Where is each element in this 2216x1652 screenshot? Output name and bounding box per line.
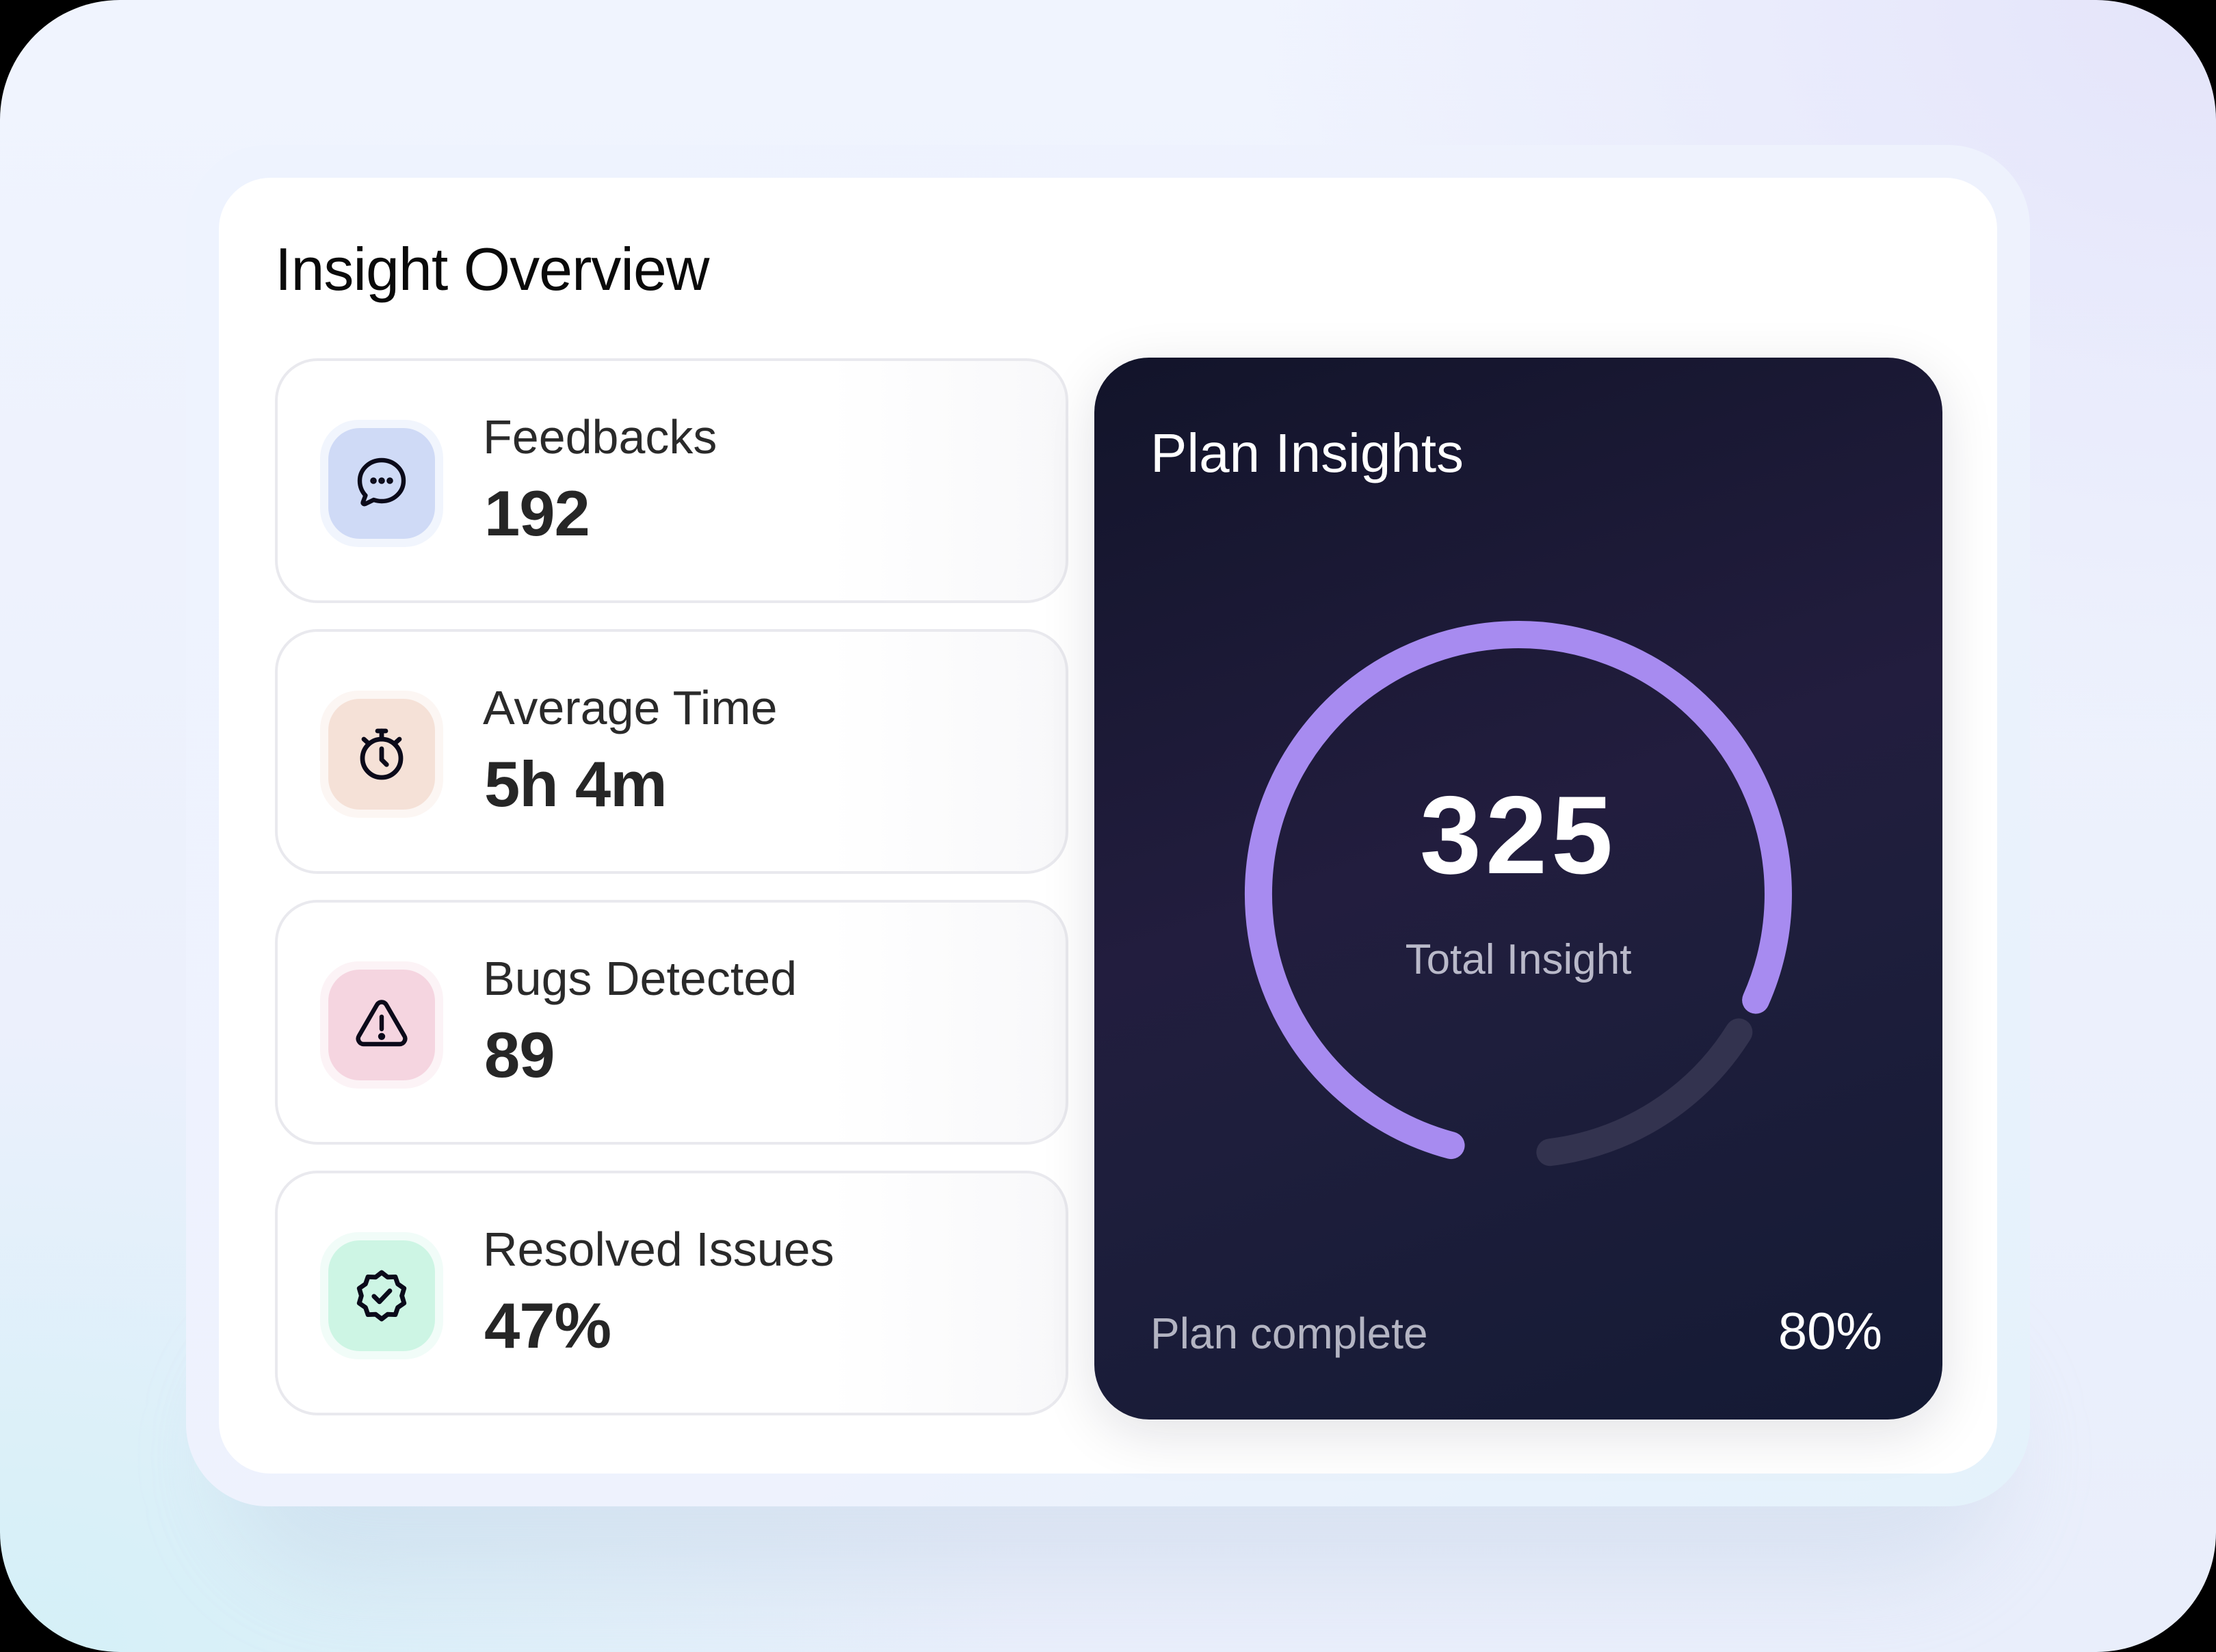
stat-label: Feedbacks: [483, 410, 717, 464]
verified-badge-icon: [356, 1270, 407, 1322]
stopwatch-icon: [360, 728, 404, 780]
stat-card-feedbacks[interactable]: Feedbacks 192: [275, 358, 1068, 603]
stat-card-bugs-detected[interactable]: Bugs Detected 89: [275, 900, 1068, 1145]
icon-tile: [328, 1240, 435, 1351]
stat-value: 47%: [484, 1290, 611, 1361]
progress-ring-chart: [1244, 621, 1792, 1167]
plan-insights-title: Plan Insights: [1150, 423, 1464, 483]
plan-insights-card: Plan Insights 325 Total Insight Plan com…: [1094, 358, 1942, 1420]
plan-complete-label: Plan complete: [1150, 1309, 1428, 1358]
total-insight-value: 325: [1419, 773, 1618, 897]
stat-label: Bugs Detected: [483, 952, 797, 1005]
icon-tile-halo: [320, 961, 443, 1089]
progress-arc: [1244, 621, 1792, 1160]
icon-tile: [328, 970, 435, 1080]
stat-card-average-time[interactable]: Average Time 5h 4m: [275, 629, 1068, 874]
stat-label: Average Time: [483, 681, 778, 734]
stat-card-resolved-issues[interactable]: Resolved Issues 47%: [275, 1171, 1068, 1415]
warning-triangle-icon: [356, 1000, 408, 1047]
chat-bubble-icon: [357, 457, 406, 507]
page-title: Insight Overview: [275, 235, 709, 303]
icon-tile: [328, 699, 435, 810]
icon-tile-halo: [320, 1232, 443, 1359]
stat-label: Resolved Issues: [483, 1223, 834, 1276]
icon-tile: [328, 428, 435, 539]
stat-value: 89: [484, 1019, 555, 1091]
insight-overview-card: Insight Overview Feedbacks 192: [219, 178, 1997, 1474]
stat-value: 5h 4m: [484, 748, 668, 820]
stat-value: 192: [484, 477, 590, 549]
total-insight-caption: Total Insight: [1405, 936, 1632, 983]
plan-complete-value: 80%: [1778, 1303, 1882, 1361]
icon-tile-halo: [320, 420, 443, 547]
progress-track-arc: [1536, 1018, 1753, 1167]
icon-tile-halo: [320, 691, 443, 818]
